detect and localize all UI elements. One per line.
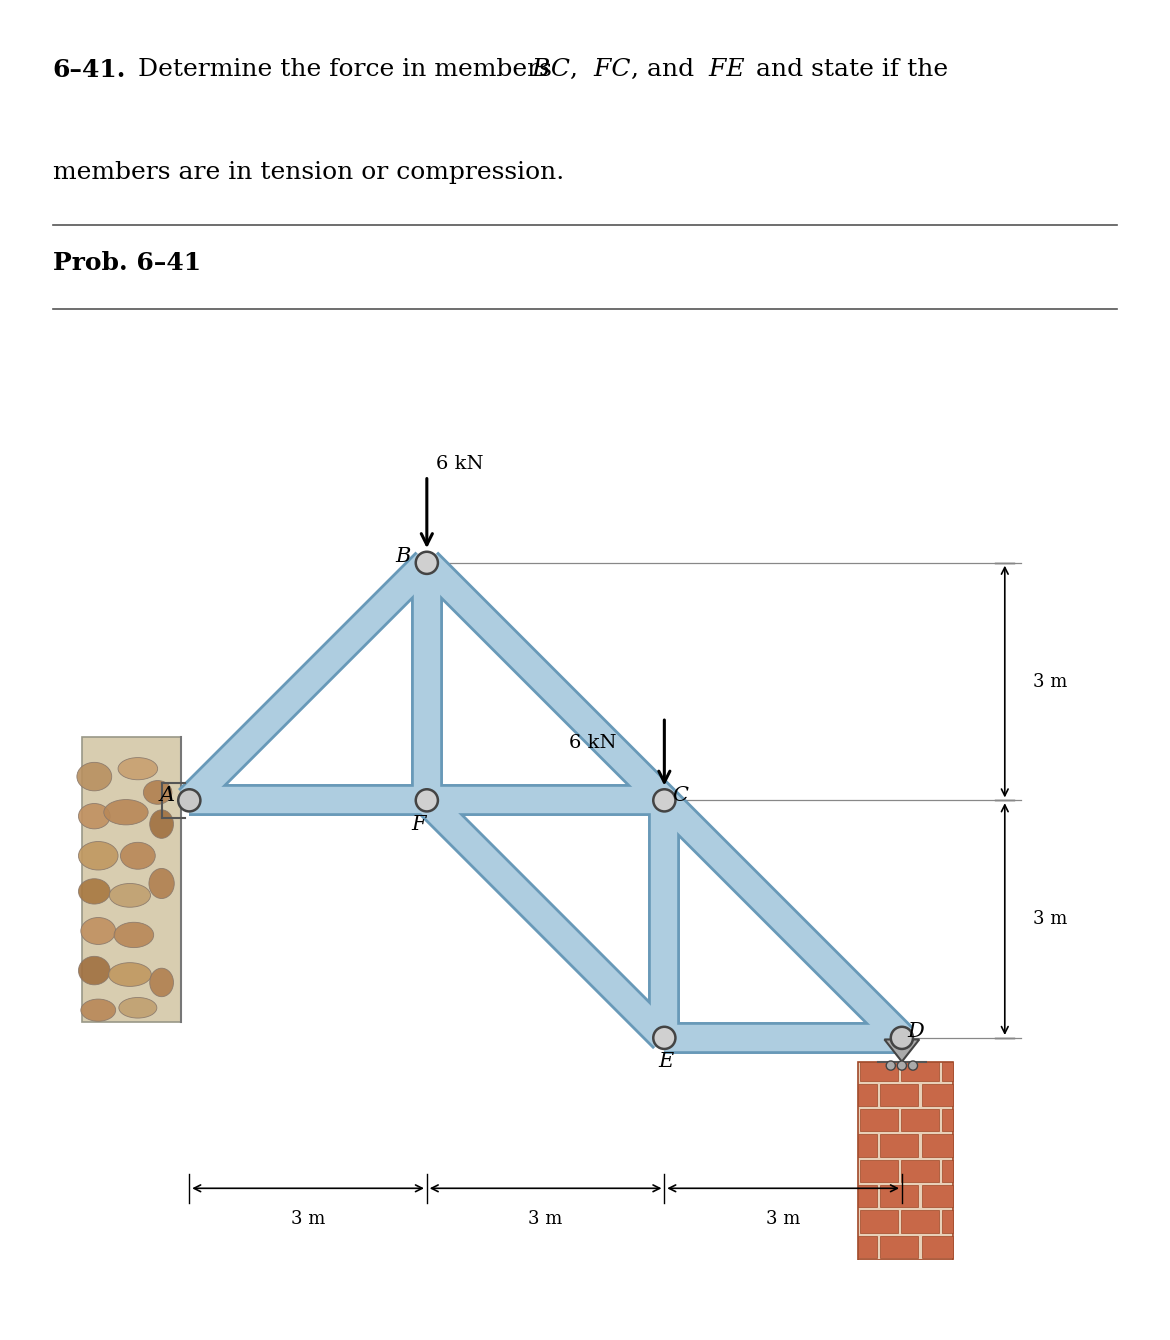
Bar — [922, 1135, 954, 1156]
Bar — [922, 1235, 954, 1258]
Bar — [881, 1084, 918, 1106]
Bar — [942, 1210, 954, 1233]
Bar — [860, 1061, 897, 1080]
Polygon shape — [885, 1040, 920, 1061]
Circle shape — [415, 552, 438, 574]
Ellipse shape — [121, 843, 156, 870]
Circle shape — [178, 789, 200, 812]
Ellipse shape — [77, 762, 111, 791]
Bar — [922, 1084, 954, 1106]
Circle shape — [653, 789, 675, 812]
Text: ,: , — [569, 58, 577, 80]
Text: 6 kN: 6 kN — [570, 734, 617, 752]
Ellipse shape — [150, 969, 173, 997]
Ellipse shape — [150, 809, 173, 839]
Text: B: B — [395, 547, 411, 565]
Circle shape — [886, 1061, 895, 1071]
Bar — [860, 1210, 897, 1233]
Bar — [922, 1185, 954, 1207]
Ellipse shape — [78, 842, 118, 870]
Text: F: F — [412, 815, 426, 833]
Ellipse shape — [118, 757, 158, 780]
Bar — [942, 1061, 954, 1080]
Bar — [901, 1210, 940, 1233]
Circle shape — [653, 1026, 675, 1049]
Text: FC: FC — [586, 58, 631, 80]
Ellipse shape — [81, 1000, 116, 1021]
Text: 3 m: 3 m — [1032, 673, 1067, 690]
Text: , and: , and — [631, 58, 694, 80]
Text: BC: BC — [524, 58, 570, 80]
Ellipse shape — [109, 883, 151, 907]
Text: 6–41.: 6–41. — [53, 58, 126, 82]
Text: C: C — [673, 787, 688, 805]
Bar — [859, 1235, 878, 1258]
Bar — [901, 1061, 940, 1080]
Text: FE: FE — [701, 58, 744, 80]
Text: A: A — [159, 787, 174, 805]
Ellipse shape — [144, 781, 172, 804]
Bar — [881, 1235, 918, 1258]
Bar — [859, 1061, 954, 1260]
Ellipse shape — [104, 800, 149, 825]
Text: 3 m: 3 m — [766, 1210, 800, 1229]
Bar — [942, 1110, 954, 1131]
Ellipse shape — [115, 922, 153, 947]
Bar — [881, 1185, 918, 1207]
Text: and state if the: and state if the — [748, 58, 948, 80]
Text: D: D — [908, 1022, 924, 1041]
Bar — [859, 1084, 878, 1106]
Circle shape — [908, 1061, 917, 1071]
Ellipse shape — [78, 879, 110, 905]
Bar — [859, 1135, 878, 1156]
Bar — [942, 1160, 954, 1182]
Bar — [881, 1135, 918, 1156]
Ellipse shape — [81, 918, 116, 945]
Bar — [860, 1110, 897, 1131]
Ellipse shape — [109, 962, 151, 986]
Text: E: E — [659, 1052, 674, 1071]
Ellipse shape — [149, 868, 174, 899]
Text: 3 m: 3 m — [1032, 910, 1067, 929]
Circle shape — [415, 789, 438, 812]
Bar — [860, 1160, 897, 1182]
Ellipse shape — [78, 957, 110, 985]
Text: Determine the force in members: Determine the force in members — [138, 58, 552, 80]
Text: members are in tension or compression.: members are in tension or compression. — [53, 161, 564, 184]
Circle shape — [890, 1026, 913, 1049]
Ellipse shape — [78, 804, 110, 829]
Text: 3 m: 3 m — [529, 1210, 563, 1229]
Bar — [901, 1160, 940, 1182]
Text: 3 m: 3 m — [291, 1210, 325, 1229]
Text: 6 kN: 6 kN — [436, 454, 484, 473]
Ellipse shape — [119, 997, 157, 1018]
Circle shape — [897, 1061, 907, 1071]
Bar — [82, 737, 181, 1022]
Bar — [901, 1110, 940, 1131]
Text: Prob. 6–41: Prob. 6–41 — [53, 251, 201, 275]
Bar — [859, 1185, 878, 1207]
